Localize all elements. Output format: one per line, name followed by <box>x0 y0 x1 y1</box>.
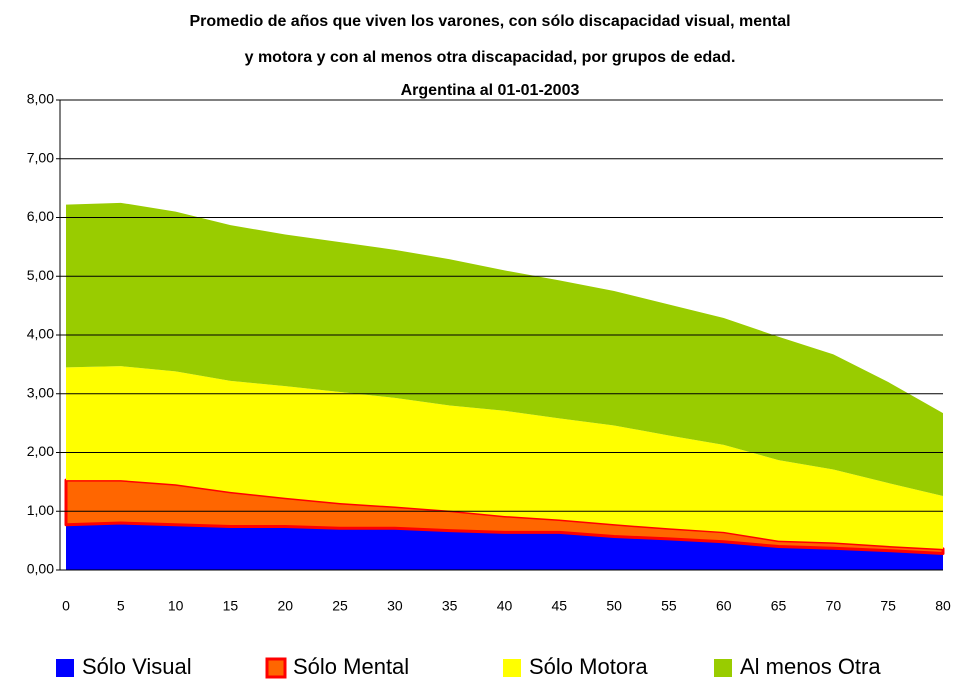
x-tick-label: 80 <box>935 598 951 614</box>
x-tick-label: 65 <box>771 598 787 614</box>
x-tick-label: 75 <box>880 598 896 614</box>
area <box>66 523 943 570</box>
y-tick-label: 6,00 <box>27 208 54 224</box>
x-tick-label: 30 <box>387 598 403 614</box>
x-tick-label: 20 <box>277 598 293 614</box>
y-tick-label: 3,00 <box>27 384 54 400</box>
legend-label: Sólo Motora <box>529 654 648 679</box>
legend-swatch <box>56 659 74 677</box>
x-tick-label: 0 <box>62 598 70 614</box>
x-tick-label: 5 <box>117 598 125 614</box>
x-tick-label: 70 <box>826 598 842 614</box>
y-tick-label: 0,00 <box>27 561 54 577</box>
y-tick-label: 8,00 <box>27 91 54 107</box>
x-tick-label: 25 <box>332 598 348 614</box>
chart-title: Argentina al 01-01-2003 <box>401 82 580 99</box>
legend-label: Sólo Visual <box>82 654 192 679</box>
legend-swatch <box>714 659 732 677</box>
x-tick-label: 40 <box>497 598 513 614</box>
x-tick-label: 50 <box>606 598 622 614</box>
chart-title: y motora y con al menos otra discapacida… <box>245 49 736 66</box>
legend-label: Sólo Mental <box>293 654 409 679</box>
x-tick-label: 10 <box>168 598 184 614</box>
legend-swatch <box>503 659 521 677</box>
y-tick-label: 1,00 <box>27 502 54 518</box>
x-tick-label: 55 <box>661 598 677 614</box>
chart-title: Promedio de años que viven los varones, … <box>189 13 790 30</box>
x-tick-label: 60 <box>716 598 732 614</box>
y-tick-label: 2,00 <box>27 443 54 459</box>
x-tick-label: 45 <box>552 598 568 614</box>
legend-swatch <box>265 657 287 679</box>
area <box>66 366 943 549</box>
x-tick-label: 35 <box>442 598 458 614</box>
y-tick-label: 4,00 <box>27 326 54 342</box>
y-tick-label: 5,00 <box>27 267 54 283</box>
y-tick-label: 7,00 <box>27 149 54 165</box>
legend-label: Al menos Otra <box>740 654 881 679</box>
x-tick-label: 15 <box>223 598 239 614</box>
